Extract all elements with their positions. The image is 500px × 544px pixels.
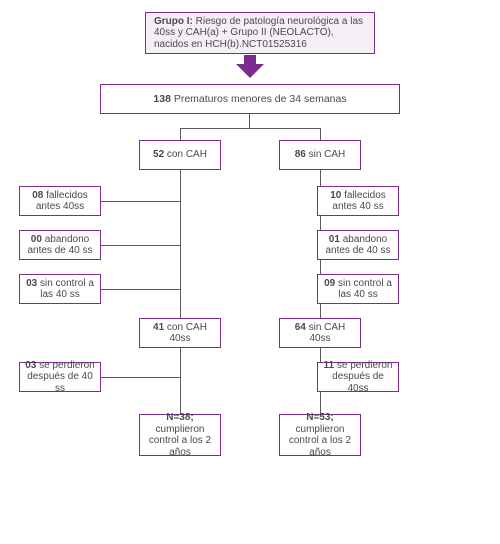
total-text: 138 Prematuros menores de 34 semanas <box>153 93 346 105</box>
left-mid: 41 con CAH 40ss <box>139 318 221 348</box>
connector-line <box>180 170 181 414</box>
down-arrow-icon <box>236 55 264 78</box>
connector-line <box>101 245 180 246</box>
total-box: 138 Prematuros menores de 34 semanas <box>100 84 400 114</box>
connector-line <box>180 128 181 140</box>
header-box: Grupo I: Riesgo de patología neurológica… <box>145 12 375 54</box>
right-mid: 64 sin CAH 40ss <box>279 318 361 348</box>
left-row1: 08 fallecidos antes 40ss <box>19 186 101 216</box>
left-row2: 00 abandono antes de 40 ss <box>19 230 101 260</box>
left-row4: 03 se perdieron después de 40 ss <box>19 362 101 392</box>
right-col-top: 86 sin CAH <box>279 140 361 170</box>
connector-line <box>101 201 180 202</box>
left-final: N=38; cumplieron control a los 2 años <box>139 414 221 456</box>
header-text: Grupo I: Riesgo de patología neurológica… <box>154 16 366 51</box>
connector-line <box>101 289 180 290</box>
right-row3: 09 sin control a las 40 ss <box>317 274 399 304</box>
connector-line <box>180 128 320 129</box>
right-row1: 10 fallecidos antes 40 ss <box>317 186 399 216</box>
right-final: N=53; cumplieron control a los 2 años <box>279 414 361 456</box>
left-row3: 03 sin control a las 40 ss <box>19 274 101 304</box>
connector-line <box>101 377 180 378</box>
connector-line <box>249 114 250 128</box>
right-row2: 01 abandono antes de 40 ss <box>317 230 399 260</box>
right-row4: 11 se perdieron después de 40ss <box>317 362 399 392</box>
left-col-top: 52 con CAH <box>139 140 221 170</box>
connector-line <box>320 128 321 140</box>
